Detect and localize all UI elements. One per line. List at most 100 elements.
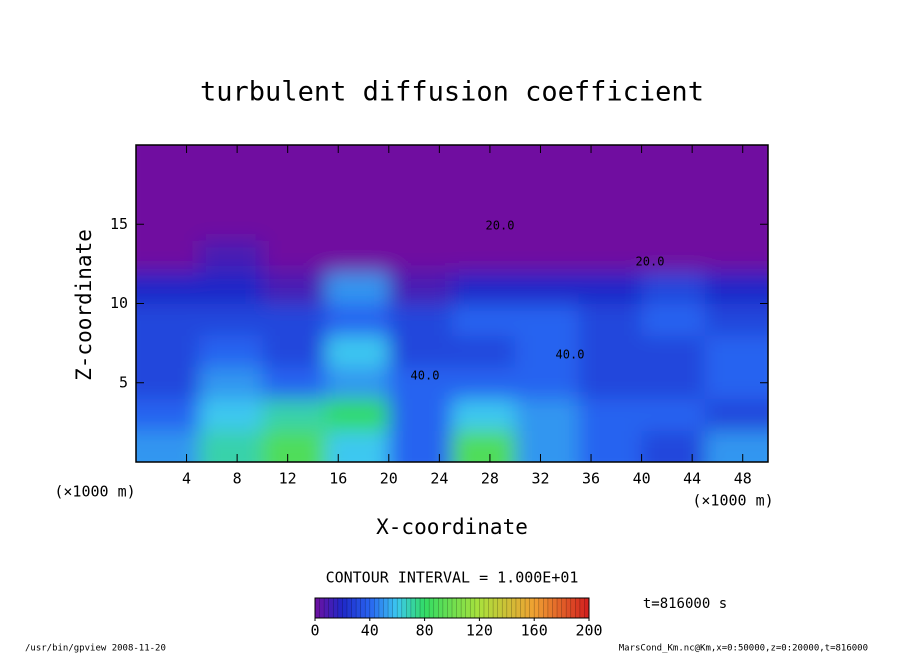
- field-cell: [388, 366, 453, 400]
- colorbar-tick-label: 200: [575, 622, 602, 640]
- field-cell: [199, 145, 263, 178]
- field-cell: [704, 366, 768, 400]
- field-cell: [325, 303, 390, 336]
- colorbar-segment: [374, 598, 380, 618]
- field-cell: [704, 240, 768, 273]
- contour-label: 40.0: [556, 348, 585, 362]
- footer: /usr/bin/gpview 2008-11-20: [25, 644, 166, 654]
- field-cell: [325, 240, 390, 273]
- colorbar-segment: [534, 598, 540, 618]
- field-cell: [262, 176, 327, 209]
- x-unit: (×1000 m): [54, 483, 135, 501]
- field-cell: [704, 176, 768, 209]
- field-cell: [262, 335, 327, 368]
- colorbar-segment: [506, 598, 512, 618]
- field-cell: [515, 430, 579, 462]
- field-cell: [136, 430, 200, 462]
- colorbar-segment: [420, 598, 426, 618]
- field-cell: [199, 176, 263, 209]
- field-cell: [452, 208, 516, 241]
- y-axis-label: Z-coordinate: [72, 229, 96, 381]
- field-cell: [136, 398, 200, 431]
- field-cell: [704, 145, 768, 178]
- field-cell: [262, 430, 327, 462]
- field-cell: [136, 176, 200, 209]
- x-unit: (×1000 m): [692, 492, 773, 510]
- field-cell: [515, 303, 579, 336]
- field-cell: [199, 366, 263, 400]
- colorbar-segment: [493, 598, 499, 618]
- field-cell: [136, 303, 200, 336]
- field-cell: [452, 335, 516, 368]
- field-cell: [136, 366, 200, 400]
- field-cell: [325, 208, 390, 241]
- field-cell: [388, 398, 453, 431]
- field-cell: [199, 208, 263, 241]
- y-tick-label: 5: [119, 373, 128, 391]
- field-cell: [704, 430, 768, 462]
- field-cell: [578, 176, 643, 209]
- field-cell: [515, 208, 579, 241]
- x-axis-label: X-coordinate: [376, 515, 528, 539]
- field-cell: [388, 271, 453, 304]
- field-cell: [578, 271, 643, 304]
- field-cell: [704, 208, 768, 241]
- field-cell: [515, 398, 579, 431]
- colorbar-segment: [557, 598, 563, 618]
- field-cell: [136, 208, 200, 241]
- field-cell: [325, 398, 390, 431]
- x-tick-label: 28: [481, 470, 499, 488]
- contour-interval: CONTOUR INTERVAL = 1.000E+01: [326, 569, 579, 587]
- contour-label: 40.0: [411, 369, 440, 383]
- field-cell: [704, 398, 768, 431]
- field-cell: [199, 303, 263, 336]
- field-cell: [388, 208, 453, 241]
- field-cell: [262, 271, 327, 304]
- field-cell: [199, 271, 263, 304]
- colorbar-segment: [488, 598, 494, 618]
- field-cell: [199, 240, 263, 273]
- colorbar-segment: [392, 598, 398, 618]
- field-cell: [452, 303, 516, 336]
- colorbar-segment: [356, 598, 362, 618]
- colorbar-segment: [415, 598, 421, 618]
- colorbar-segment: [351, 598, 357, 618]
- contour-label: 20.0: [486, 219, 515, 233]
- colorbar-segment: [465, 598, 471, 618]
- field-cell: [641, 145, 706, 178]
- field-cell: [452, 176, 516, 209]
- field-cell: [515, 145, 579, 178]
- colorbar-segment: [483, 598, 490, 618]
- colorbar-segment: [525, 598, 531, 618]
- field-cell: [262, 366, 327, 400]
- y-tick-label: 10: [110, 294, 128, 312]
- field-cell: [704, 271, 768, 304]
- field-cell: [641, 240, 706, 273]
- colorbar-segment: [520, 598, 526, 618]
- field-cell: [578, 303, 643, 336]
- field-cell: [515, 240, 579, 273]
- colorbar-segment: [538, 598, 544, 618]
- colorbar-segment: [452, 598, 458, 618]
- colorbar-segment: [461, 598, 467, 618]
- colorbar-segment: [365, 598, 371, 618]
- field-cell: [704, 335, 768, 368]
- colorbar-tick-label: 80: [416, 622, 434, 640]
- field-cell: [452, 430, 516, 462]
- colorbar-segment: [324, 598, 330, 618]
- x-tick-label: 36: [582, 470, 600, 488]
- field-cell: [452, 240, 516, 273]
- colorbar-segment: [378, 598, 384, 618]
- colorbar-segment: [410, 598, 416, 618]
- field-cell: [388, 240, 453, 273]
- field-cell: [641, 366, 706, 400]
- colorbar-segment: [333, 598, 339, 618]
- x-tick-label: 48: [734, 470, 752, 488]
- field-cell: [262, 303, 327, 336]
- field-cell: [262, 240, 327, 273]
- colorbar-segment: [383, 598, 389, 618]
- x-tick-label: 44: [683, 470, 701, 488]
- colorbar-segment: [584, 598, 590, 618]
- chart-title: turbulent diffusion coefficient: [200, 77, 704, 108]
